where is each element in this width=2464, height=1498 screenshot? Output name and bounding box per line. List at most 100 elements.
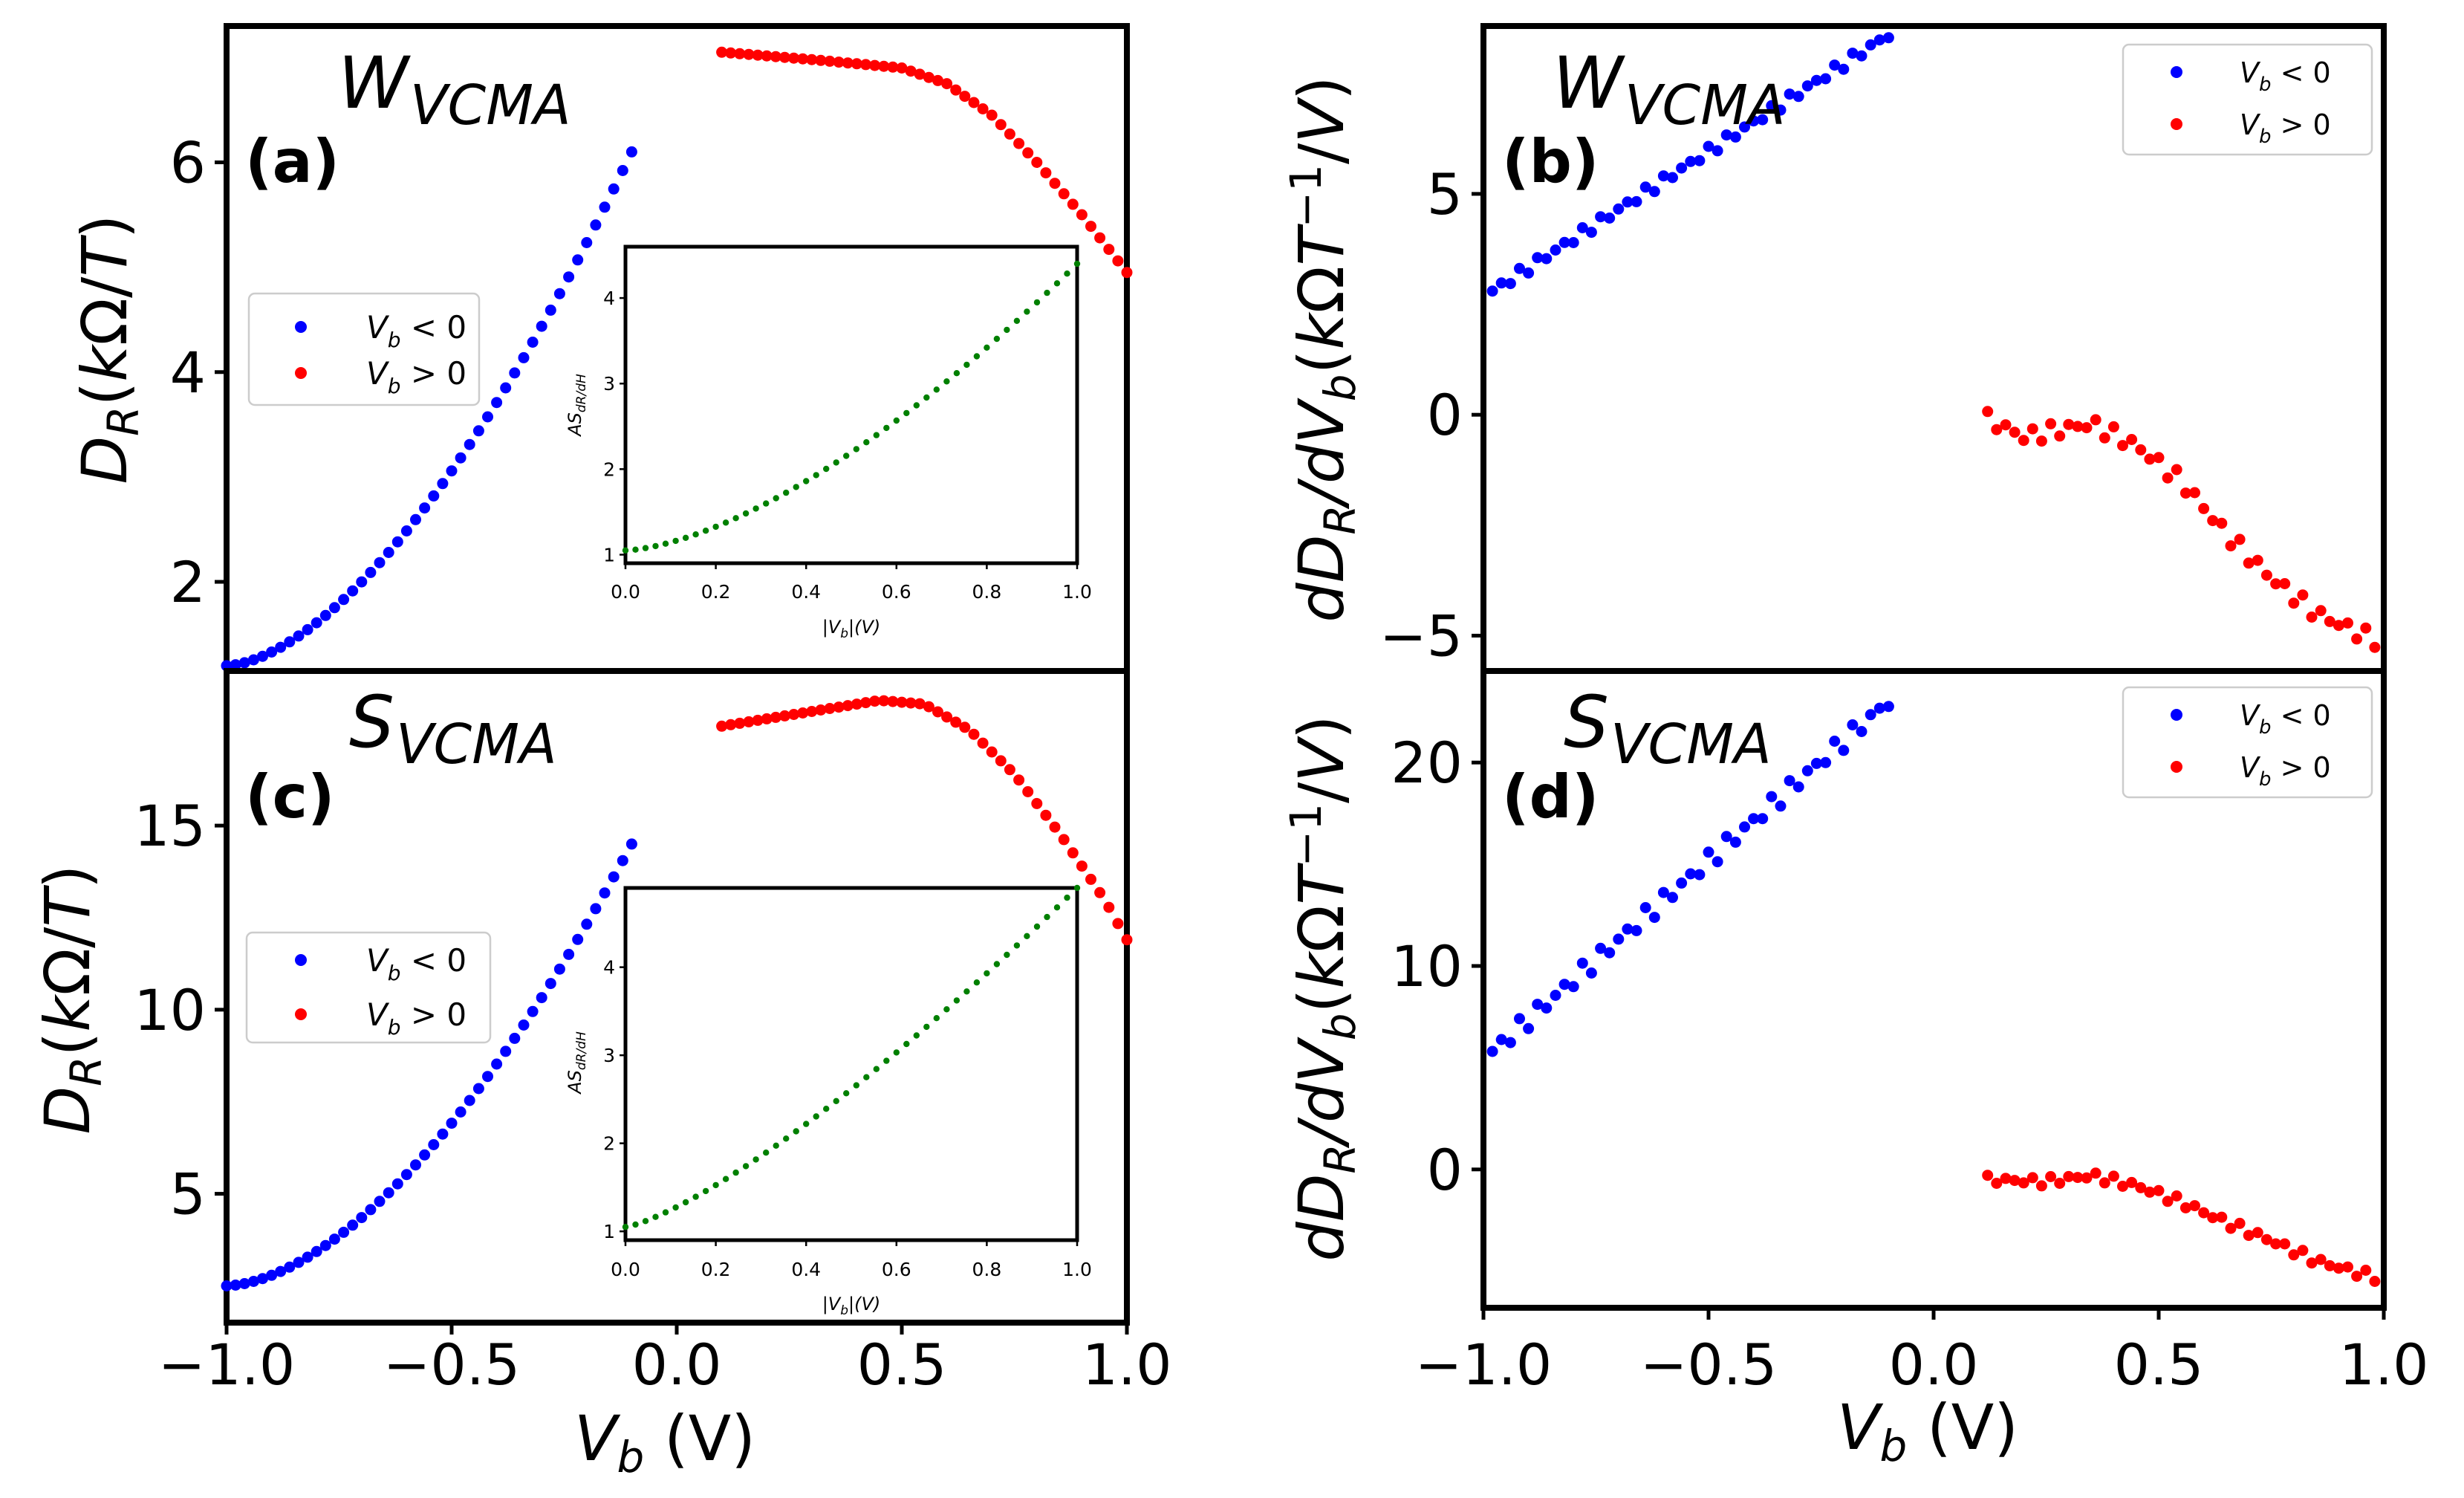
panel-a-point (302, 623, 313, 635)
panel-c-point (221, 1280, 233, 1291)
panel-d-point (1784, 775, 1795, 787)
panel-b-points (1486, 32, 2381, 653)
panel-d-point (1703, 846, 1714, 858)
panel-b-point (2324, 615, 2335, 627)
panel-a-yticks: 2 4 6 (170, 129, 227, 615)
panel-a-inset-ytick-label: 4 (603, 288, 615, 309)
left-xlabel: Vb (V) (574, 1402, 755, 1482)
panel-d-point (2243, 1230, 2255, 1242)
panel-c-inset-point (1053, 904, 1061, 911)
panel-a-point (887, 61, 899, 73)
panel-c-point (1121, 934, 1133, 946)
panel-c-point (887, 696, 899, 707)
panel-d-point (1558, 979, 1570, 990)
panel-c-point (950, 716, 962, 728)
panel-b-yticks: −5 0 5 (1379, 161, 1483, 669)
panel-c-point (914, 698, 926, 710)
panel-a-inset-point (833, 459, 839, 466)
panel-d-point (1838, 745, 1850, 756)
panel-a-point (536, 320, 547, 332)
panel-b-point (1775, 104, 1787, 116)
panel-c-inset-xlabel: |Vb|(V) (822, 1294, 881, 1318)
panel-b-point (1495, 277, 1507, 289)
panel-d-point (2063, 1170, 2075, 1182)
panel-b-point (2063, 418, 2075, 430)
panel-a-inset-ylabel: ASdR/dH (565, 374, 589, 438)
panel-b-point (2009, 427, 2021, 438)
panel-a-inset-points (622, 260, 1081, 554)
panel-a-label: (a) (245, 127, 339, 196)
panel-a-inset-point (1073, 260, 1081, 268)
panel-c-inset-point (763, 1150, 770, 1156)
panel-a-point (617, 165, 628, 176)
panel-a-title: WVCMA (338, 42, 571, 137)
panel-d-point (1856, 726, 1867, 737)
panel-a-inset-point (853, 446, 860, 453)
panel-c-inset-xtick-label: 1.0 (1062, 1259, 1092, 1280)
panel-a-inset-xtick-label: 0.6 (882, 581, 911, 603)
panel-c-xtick-label: 0.0 (632, 1332, 722, 1398)
panel-c-point (472, 1083, 484, 1095)
panel-c-inset-point (973, 979, 981, 986)
panel-a-point (1085, 221, 1096, 233)
panel-b-legend-pos: Vb > 0 (2240, 108, 2331, 148)
panel-d-point (2207, 1212, 2219, 1224)
panel-a-point (932, 74, 943, 86)
panel-b-point (1703, 140, 1714, 152)
panel-c-inset-point (893, 1049, 900, 1056)
panel-c-inset-point (722, 1176, 729, 1182)
panel-a-point (247, 654, 259, 666)
panel-c-point (1085, 873, 1096, 885)
panel-a-point (833, 56, 845, 68)
panel-c-point (869, 696, 881, 707)
panel-d-point (2369, 1276, 2381, 1287)
panel-c-point (1031, 797, 1043, 809)
panel-d-point (1613, 933, 1625, 945)
panel-b-point (2126, 434, 2138, 445)
panel-c-point (536, 992, 547, 1004)
panel-a-inset-point (873, 432, 880, 438)
panel-b-point (2099, 432, 2110, 444)
panel-d-title: SVCMA (1564, 681, 1772, 776)
panel-c-inset-xtick-label: 0.8 (972, 1259, 1002, 1280)
panel-b-point (2225, 540, 2237, 552)
panel-c-legend-neg: Vb < 0 (366, 942, 467, 985)
panel-b-point (1541, 253, 1553, 265)
panel-a-point (275, 641, 287, 653)
panel-a-inset: 1 2 3 4 0.0 0.2 0.4 0.6 0.8 1.0 |Vb|(V) ASdR/dH (565, 244, 1092, 641)
panel-b-point (2135, 444, 2147, 455)
panel-c-point (734, 717, 746, 729)
panel-a-inset-point (963, 361, 970, 369)
panel-a-point (553, 288, 565, 299)
panel-b-point (2035, 435, 2047, 447)
panel-a-inset-yticks: 1 2 3 4 (603, 288, 625, 565)
panel-b-point (1622, 196, 1634, 208)
panel-d-point (2252, 1227, 2263, 1239)
panel-d-point (1486, 1045, 1498, 1057)
panel-a-inset-ytick-label: 2 (603, 458, 615, 480)
panel-c-point (356, 1212, 368, 1224)
panel-c-point (293, 1257, 305, 1268)
panel-c-point (1103, 901, 1115, 913)
panel-b-point (1829, 59, 1841, 71)
panel-d-ytick-label: 20 (1391, 730, 1463, 796)
panel-a-point (1076, 209, 1088, 221)
panel-c-point (725, 719, 737, 730)
panel-d-point (1676, 877, 1688, 889)
panel-b-point (1991, 424, 2003, 435)
panel-b-point (1613, 203, 1625, 215)
panel-a-point (338, 594, 350, 606)
panel-a-point (437, 478, 449, 490)
panel-a-inset-point (1004, 326, 1010, 334)
panel-c-inset-frame (623, 886, 1079, 1242)
panel-c-point (824, 703, 836, 714)
panel-b: −5 0 5 (b) WVCMA Vb < 0 Vb > 0 (1379, 23, 2387, 674)
panel-a-point (1013, 137, 1025, 149)
panel-d-point (1514, 1013, 1525, 1025)
panel-c-point (500, 1045, 512, 1057)
panel-b-label: (b) (1502, 127, 1599, 196)
panel-c-point (437, 1128, 449, 1140)
panel-c-inset-point (823, 1106, 830, 1112)
panel-c-inset-point (1073, 884, 1081, 892)
panel-d: 0 10 20 −1.0 −0.5 0.0 0.5 1.0 (d) SVCMA Vb < 0… (1391, 668, 2428, 1398)
